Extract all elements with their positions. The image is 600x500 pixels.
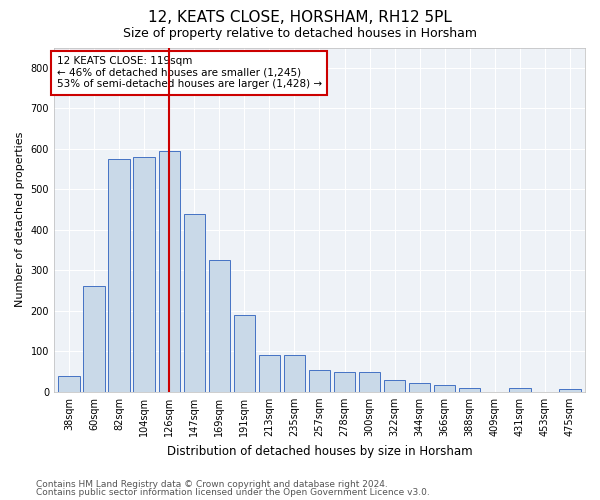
Bar bbox=[133, 157, 155, 392]
Bar bbox=[83, 286, 104, 392]
Text: Size of property relative to detached houses in Horsham: Size of property relative to detached ho… bbox=[123, 28, 477, 40]
X-axis label: Distribution of detached houses by size in Horsham: Distribution of detached houses by size … bbox=[167, 444, 472, 458]
Text: Contains HM Land Registry data © Crown copyright and database right 2024.: Contains HM Land Registry data © Crown c… bbox=[36, 480, 388, 489]
Bar bbox=[409, 383, 430, 392]
Bar bbox=[359, 372, 380, 392]
Bar bbox=[384, 380, 405, 392]
Bar bbox=[109, 159, 130, 392]
Bar bbox=[459, 388, 481, 392]
Y-axis label: Number of detached properties: Number of detached properties bbox=[15, 132, 25, 308]
Bar bbox=[58, 376, 80, 392]
Bar bbox=[209, 260, 230, 392]
Text: Contains public sector information licensed under the Open Government Licence v3: Contains public sector information licen… bbox=[36, 488, 430, 497]
Bar bbox=[259, 356, 280, 392]
Text: 12 KEATS CLOSE: 119sqm
← 46% of detached houses are smaller (1,245)
53% of semi-: 12 KEATS CLOSE: 119sqm ← 46% of detached… bbox=[56, 56, 322, 90]
Bar bbox=[158, 151, 180, 392]
Bar bbox=[334, 372, 355, 392]
Bar bbox=[559, 388, 581, 392]
Bar bbox=[434, 384, 455, 392]
Bar bbox=[184, 214, 205, 392]
Bar bbox=[233, 315, 255, 392]
Bar bbox=[309, 370, 330, 392]
Bar bbox=[284, 354, 305, 392]
Bar bbox=[509, 388, 530, 392]
Text: 12, KEATS CLOSE, HORSHAM, RH12 5PL: 12, KEATS CLOSE, HORSHAM, RH12 5PL bbox=[148, 10, 452, 25]
